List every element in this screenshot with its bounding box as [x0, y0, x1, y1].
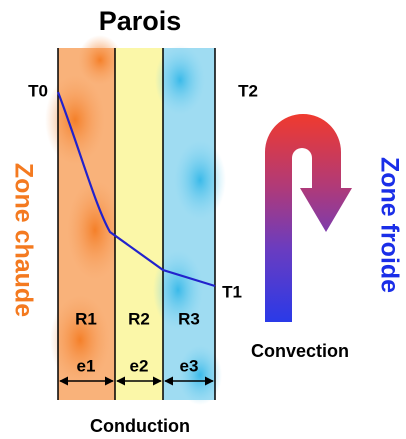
thickness-label: e1: [77, 356, 96, 375]
layer-2: [115, 48, 163, 400]
temperature-label: T0: [28, 81, 48, 100]
cold-zone-label: Zone froide: [375, 157, 403, 293]
resistance-label: R2: [128, 309, 150, 328]
convection-label: Convection: [251, 341, 349, 361]
hot-zone-label: Zone chaude: [9, 163, 37, 317]
diagram: Parois T0 T2 T1 R1 R2 R3 e1 e2 e3 Conduc…: [0, 0, 406, 439]
thickness-label: e2: [130, 356, 149, 375]
resistance-label: R3: [178, 309, 200, 328]
thickness-label: e3: [180, 356, 199, 375]
convection-arrow: [265, 114, 352, 322]
conduction-label: Conduction: [90, 416, 190, 436]
temperature-label: T2: [238, 81, 258, 100]
wall-layers: [45, 35, 226, 405]
temperature-label: T1: [222, 282, 242, 301]
resistance-label: R1: [75, 309, 97, 328]
title: Parois: [99, 6, 182, 36]
